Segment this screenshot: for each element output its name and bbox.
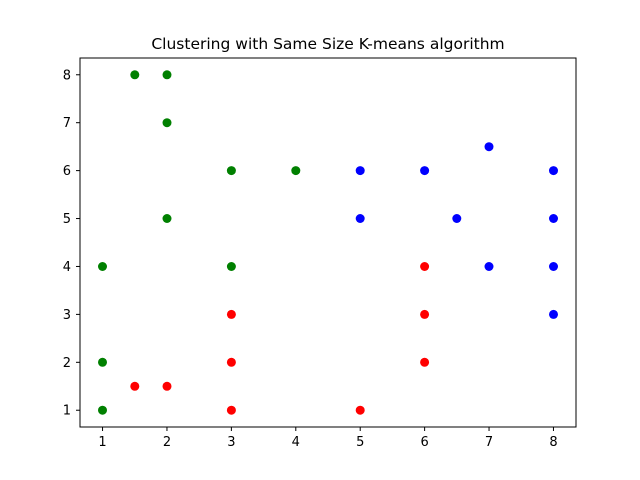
y-tick-label: 8 [63, 68, 71, 83]
data-point [162, 70, 172, 80]
data-point [549, 309, 558, 319]
y-tick-label: 6 [63, 164, 71, 179]
data-point [130, 70, 140, 80]
data-point [420, 262, 430, 271]
data-point [98, 357, 107, 367]
data-point [226, 309, 236, 319]
data-point [226, 357, 236, 367]
data-point [355, 405, 365, 415]
data-point [420, 309, 430, 319]
y-tick-label: 5 [63, 212, 71, 227]
data-point [130, 381, 140, 391]
data-point [98, 405, 107, 415]
x-tick-label: 5 [356, 435, 364, 450]
data-point [420, 357, 430, 367]
data-point [355, 166, 365, 176]
x-tick-label: 2 [163, 435, 171, 450]
data-point [226, 166, 236, 176]
data-point [162, 214, 172, 223]
data-point [420, 166, 430, 176]
data-point [291, 166, 301, 176]
x-tick-label: 6 [420, 435, 428, 450]
y-tick-label: 3 [63, 308, 71, 323]
data-point [226, 405, 236, 415]
y-tick-label: 1 [63, 404, 71, 419]
y-tick-label: 7 [63, 116, 71, 131]
plot-area-frame [79, 57, 577, 428]
data-point [549, 214, 558, 223]
data-point [484, 262, 494, 271]
data-point [452, 214, 462, 223]
data-point [226, 262, 236, 271]
data-point [549, 166, 558, 176]
axis-ticks-layer: 1 2 3 4 5 6 7 8 1 2 3 4 5 6 7 8 [63, 68, 558, 450]
data-point [355, 214, 365, 223]
x-tick-label: 7 [485, 435, 493, 450]
x-tick-label: 4 [292, 435, 300, 450]
data-point [484, 142, 494, 152]
y-tick-label: 2 [63, 356, 71, 371]
x-tick-label: 1 [98, 435, 106, 450]
data-point [162, 381, 172, 391]
data-points-layer [98, 70, 558, 415]
data-point [162, 118, 172, 128]
data-point [98, 262, 107, 271]
x-tick-label: 3 [227, 435, 235, 450]
y-tick-label: 4 [63, 260, 71, 275]
chart-title: Clustering with Same Size K-means algori… [151, 35, 504, 53]
data-point [549, 262, 558, 271]
x-tick-label: 8 [549, 435, 557, 450]
